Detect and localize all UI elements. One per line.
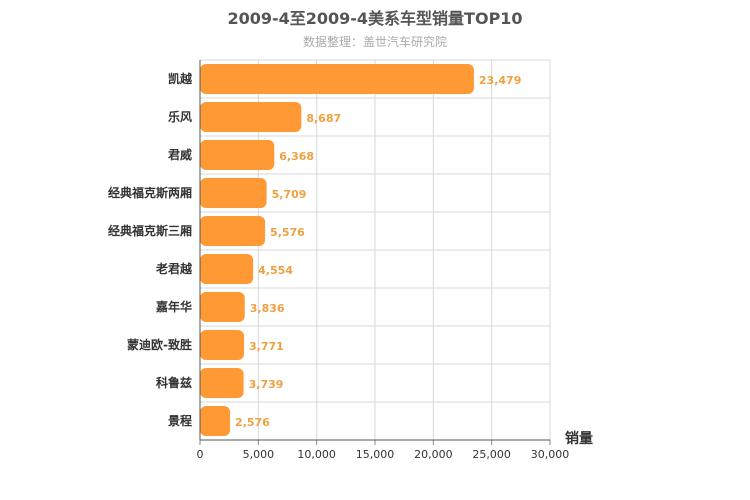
bar[interactable] bbox=[200, 64, 474, 94]
tick-label: 10,000 bbox=[297, 448, 336, 461]
bar[interactable] bbox=[200, 254, 254, 284]
tick-label: 0 bbox=[197, 448, 204, 461]
data-label: 5,576 bbox=[270, 226, 305, 239]
bar[interactable] bbox=[200, 292, 245, 322]
tick-label: 20,000 bbox=[414, 448, 453, 461]
category-label: 老君越 bbox=[156, 261, 193, 276]
data-label: 3,771 bbox=[249, 340, 284, 353]
bar[interactable] bbox=[200, 368, 244, 398]
data-label: 3,739 bbox=[249, 378, 284, 391]
bar[interactable] bbox=[200, 102, 302, 132]
axis-title: 销量 bbox=[565, 430, 593, 447]
data-label: 2,576 bbox=[235, 416, 270, 429]
data-label: 5,709 bbox=[272, 188, 307, 201]
category-label: 乐风 bbox=[168, 109, 192, 124]
bar[interactable] bbox=[200, 330, 244, 360]
bar[interactable] bbox=[200, 406, 231, 436]
chart-subtitle: 数据整理：盖世汽车研究院 bbox=[302, 35, 447, 49]
category-label: 科鲁兹 bbox=[156, 375, 192, 390]
data-labels: 23,479 8,687 6,368 5,709 5,576 4,554 3,836 3,77… bbox=[235, 74, 521, 429]
tick-label: 15,000 bbox=[356, 448, 395, 461]
x-axis-ticks: 0 5,000 10,000 15,000 20,000 25,000 30,000 bbox=[197, 440, 570, 461]
data-label: 4,554 bbox=[258, 264, 293, 277]
data-label: 3,836 bbox=[250, 302, 285, 315]
data-label: 23,479 bbox=[479, 74, 521, 87]
category-label: 君威 bbox=[167, 147, 192, 162]
bars bbox=[200, 64, 474, 436]
category-label: 凯越 bbox=[168, 71, 193, 86]
bar[interactable] bbox=[200, 216, 266, 246]
tick-label: 5,000 bbox=[243, 448, 275, 461]
category-label: 景程 bbox=[168, 413, 192, 428]
tick-label: 25,000 bbox=[472, 448, 511, 461]
data-label: 6,368 bbox=[279, 150, 314, 163]
tick-label: 30,000 bbox=[531, 448, 570, 461]
chart-title: 2009-4至2009-4美系车型销量TOP10 bbox=[227, 9, 523, 28]
category-label: 经典福克斯三厢 bbox=[108, 223, 192, 238]
category-label: 嘉年华 bbox=[155, 299, 192, 314]
category-label: 经典福克斯两厢 bbox=[108, 185, 192, 200]
bar[interactable] bbox=[200, 178, 267, 208]
data-label: 8,687 bbox=[306, 112, 341, 125]
gridlines bbox=[200, 59, 551, 441]
category-label: 蒙迪欧-致胜 bbox=[127, 337, 192, 352]
bar[interactable] bbox=[200, 140, 275, 170]
